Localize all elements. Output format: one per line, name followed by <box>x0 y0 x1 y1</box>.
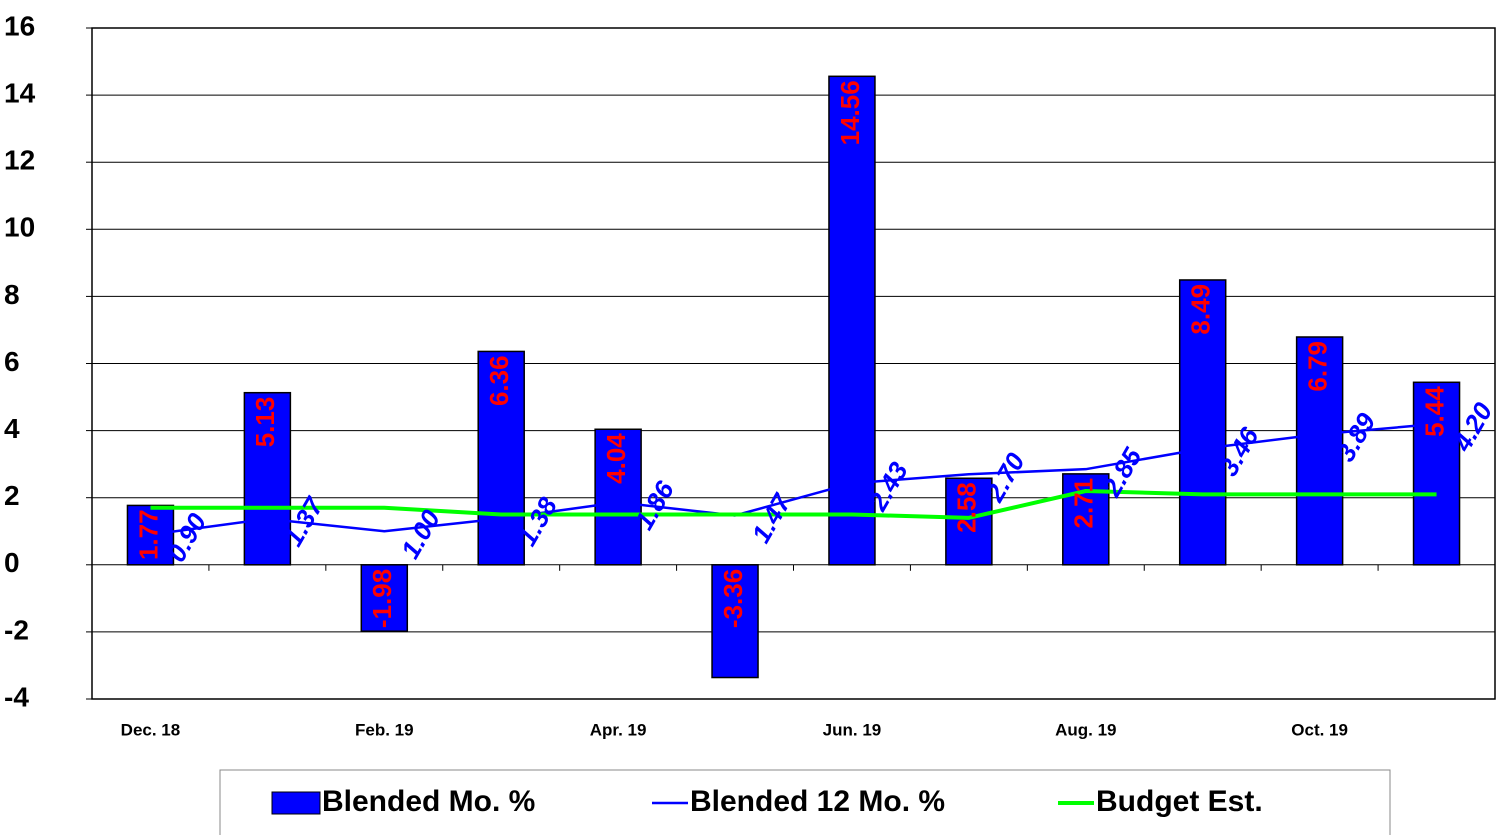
legend-label: Blended Mo. % <box>322 785 535 818</box>
y-tick-label: 0 <box>4 547 20 578</box>
line <box>150 488 1437 520</box>
y-tick-label: -2 <box>4 614 29 645</box>
legend-swatch <box>271 791 321 815</box>
y-tick-label: 2 <box>4 480 20 511</box>
bar-value-label: -1.98 <box>367 569 397 628</box>
bar <box>1178 279 1227 566</box>
x-tick-label: Aug. 19 <box>1055 720 1116 739</box>
y-tick-label: 8 <box>4 279 20 310</box>
y-tick-label: 10 <box>4 212 35 243</box>
bar-value-label: 5.44 <box>1419 386 1449 437</box>
bar <box>243 391 292 566</box>
bar <box>594 428 642 566</box>
plot-border <box>91 27 1496 700</box>
x-tick-label: Dec. 18 <box>121 720 181 739</box>
y-tick-label: 12 <box>4 145 35 176</box>
bar-value-label: 6.79 <box>1303 341 1333 392</box>
bar-value-label: 2.58 <box>952 482 982 533</box>
x-tick-label: Apr. 19 <box>590 720 647 739</box>
bar <box>360 564 409 632</box>
y-tick-label: -4 <box>4 681 29 712</box>
legend-label: Blended 12 Mo. % <box>690 785 945 818</box>
bar-value-label: 4.04 <box>601 433 631 484</box>
bar-value-label: -3.36 <box>718 569 748 628</box>
bar <box>945 477 993 566</box>
y-tick-label: 16 <box>4 10 35 41</box>
bar-value-label: 6.36 <box>484 355 514 406</box>
bar-value-label: 5.13 <box>250 397 280 448</box>
bar <box>1412 381 1461 566</box>
bar-value-label: 14.56 <box>835 80 865 145</box>
x-tick-label: Feb. 19 <box>355 720 414 739</box>
y-tick-label: 4 <box>4 413 20 444</box>
line <box>150 422 1437 536</box>
y-tick-label: 14 <box>4 77 36 108</box>
bar <box>1295 336 1344 566</box>
bar <box>477 350 525 566</box>
bar-value-label: 1.77 <box>133 509 163 560</box>
x-tick-label: Jun. 19 <box>823 720 882 739</box>
bar <box>126 504 175 566</box>
bar-value-label: 2.71 <box>1069 478 1099 529</box>
bar-value-label: 8.49 <box>1186 284 1216 335</box>
y-tick-label: 6 <box>4 346 20 377</box>
x-tick-label: Oct. 19 <box>1291 720 1348 739</box>
legend-box <box>219 769 1391 837</box>
legend-label: Budget Est. <box>1096 785 1263 818</box>
bar <box>711 564 759 679</box>
